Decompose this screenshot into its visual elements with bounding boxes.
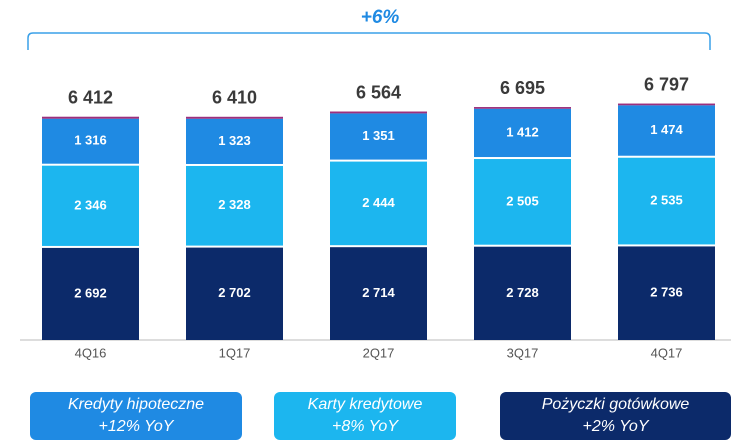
total-label: 6 412 <box>68 87 113 107</box>
bar-segment <box>330 247 427 340</box>
bar-segment <box>186 118 283 164</box>
value-label: 2 714 <box>362 285 395 300</box>
bar-segment <box>474 246 571 340</box>
legend-box <box>500 392 731 440</box>
legend-yoy: +12% YoY <box>99 418 175 435</box>
bar-segment <box>186 165 283 246</box>
bracket <box>27 32 711 50</box>
value-label: 2 444 <box>362 195 395 210</box>
bar-segment <box>618 103 715 106</box>
legend-box <box>274 392 456 440</box>
bar-segment <box>42 247 139 340</box>
bar-segment <box>618 105 715 156</box>
bar-segment <box>330 111 427 114</box>
value-label: 2 535 <box>650 193 683 208</box>
total-label: 6 564 <box>356 82 401 102</box>
value-label: 1 316 <box>74 133 107 148</box>
bar-segment <box>186 247 283 340</box>
bar-segment <box>42 116 139 119</box>
total-label: 6 797 <box>644 74 689 94</box>
x-tick-label: 4Q17 <box>651 345 683 360</box>
bar-segment <box>618 157 715 245</box>
x-tick-label: 1Q17 <box>219 345 251 360</box>
value-label: 2 728 <box>506 285 539 300</box>
total-label: 6 410 <box>212 88 257 108</box>
bar-segment <box>474 159 571 245</box>
legend-yoy: +8% YoY <box>332 418 399 435</box>
x-tick-label: 4Q16 <box>75 345 107 360</box>
bar-segment <box>474 108 571 158</box>
legend-name: Kredyty hipoteczne <box>68 396 204 413</box>
bar-segment <box>330 161 427 246</box>
value-label: 1 323 <box>218 133 251 148</box>
value-label: 1 412 <box>506 124 539 139</box>
legend-name: Karty kredytowe <box>308 396 423 413</box>
value-label: 1 351 <box>362 128 395 143</box>
legend-box <box>30 392 242 440</box>
value-label: 2 702 <box>218 285 251 300</box>
bar-segment <box>42 118 139 164</box>
bar-segment <box>42 165 139 246</box>
legend-name: Pożyczki gotówkowe <box>542 396 690 413</box>
bar-segment <box>186 116 283 119</box>
bar-segment <box>618 246 715 340</box>
bar-segment <box>330 113 427 160</box>
value-label: 2 736 <box>650 285 683 300</box>
x-tick-label: 3Q17 <box>507 345 539 360</box>
legend-yoy: +2% YoY <box>583 418 650 435</box>
x-tick-label: 2Q17 <box>363 345 395 360</box>
annotation: +6% <box>361 7 400 28</box>
value-label: 2 328 <box>218 197 251 212</box>
value-label: 2 692 <box>74 285 107 300</box>
value-label: 2 346 <box>74 197 107 212</box>
value-label: 1 474 <box>650 122 683 137</box>
value-label: 2 505 <box>506 193 539 208</box>
bar-segment <box>474 107 571 109</box>
total-label: 6 695 <box>500 78 545 98</box>
